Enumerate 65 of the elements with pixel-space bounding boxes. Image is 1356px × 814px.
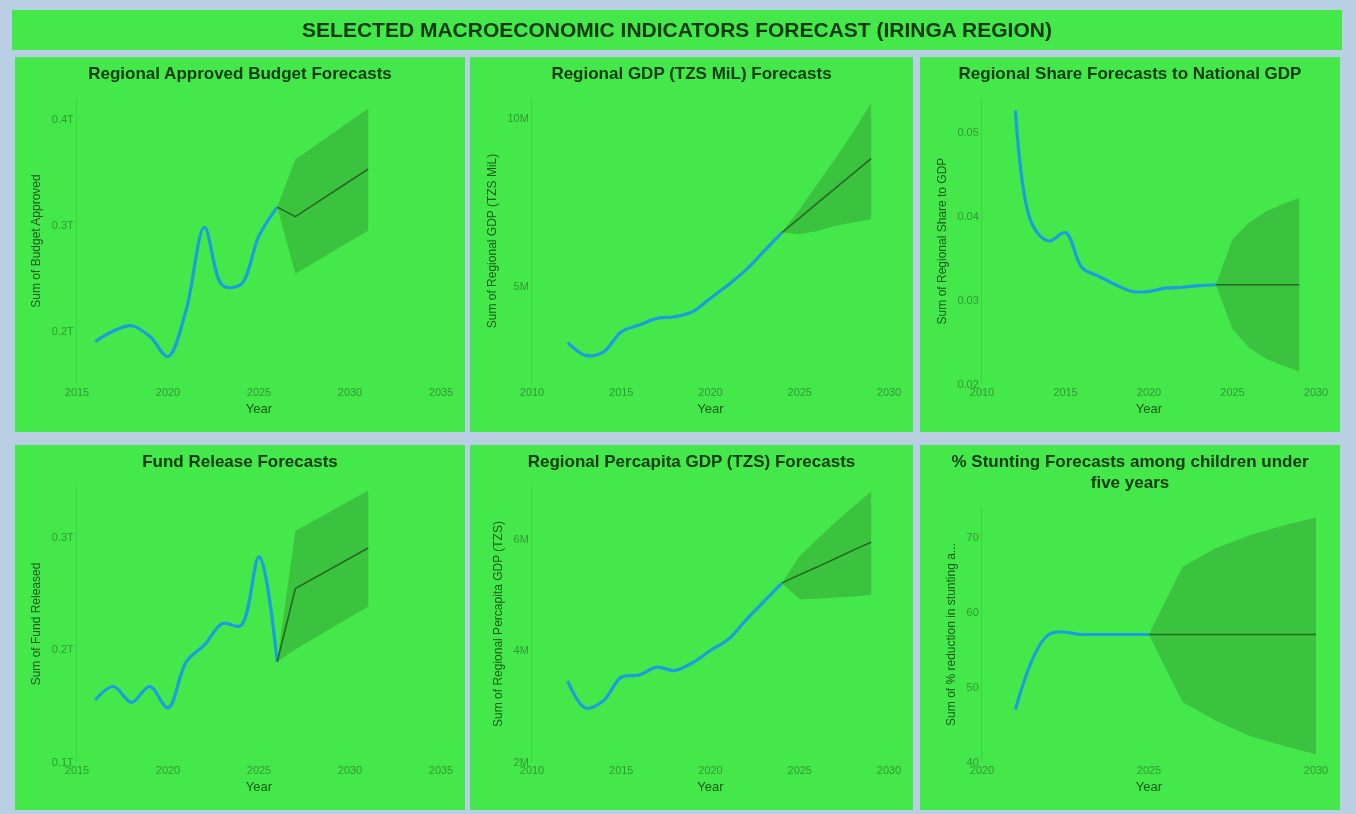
y-tick-label: 50	[966, 680, 979, 693]
y-tick-label: 0.03	[957, 293, 979, 306]
x-tick-label: 2030	[337, 764, 363, 776]
x-tick-label: 2030	[1303, 764, 1329, 776]
line-series	[1013, 109, 1218, 294]
y-axis-title: Sum of % reduction in stunting a...	[943, 543, 958, 726]
x-tick-label: 2025	[1220, 386, 1245, 398]
y-axis-title: Sum of Regional GDP (TZS MiL)	[484, 153, 499, 329]
line-series	[93, 555, 279, 710]
line-series	[93, 205, 279, 359]
chart-title: Fund Release Forecasts	[141, 451, 339, 472]
y-tick-label: 0.04	[957, 209, 979, 222]
x-axis-title: Year	[245, 778, 273, 794]
y-tick-label: 0.4T	[51, 113, 75, 126]
x-axis-title: Year	[1135, 778, 1163, 794]
y-axis-title: Sum of Fund Released	[29, 562, 44, 686]
x-axis-title: Year	[697, 778, 725, 794]
y-tick-label: 5M	[513, 280, 529, 293]
y-tick-label: 60	[966, 605, 979, 618]
x-tick-label: 2030	[876, 386, 902, 398]
x-axis-title: Year	[1135, 400, 1163, 416]
y-axis-title: Sum of Regional Percapita GDP (TZS)	[490, 521, 505, 727]
x-tick-label: 2015	[609, 386, 634, 398]
x-tick-label: 2010	[519, 386, 545, 398]
chart-title: Regional GDP (TZS MiL) Forecasts	[550, 63, 833, 84]
chart-title: Regional Approved Budget Forecasts	[87, 63, 393, 84]
text: SELECTED MACROECONOMIC INDICATORS FORECAST (IRINGA REGION)	[12, 10, 1342, 50]
y-axis-title: Sum of Regional Share to GDP	[934, 157, 949, 325]
y-tick-label: 0.2T	[51, 324, 75, 337]
y-tick-label: 0.05	[957, 125, 979, 138]
chart-title: Regional Share Forecasts to National GDP	[957, 63, 1303, 84]
x-tick-label: 2030	[337, 386, 363, 398]
x-tick-label: 2025	[1136, 764, 1162, 776]
chart-title: % Stunting Forecasts among children under five years	[950, 451, 1310, 493]
x-tick-label: 2020	[155, 386, 181, 398]
x-tick-label: 2020	[1136, 386, 1162, 398]
y-tick-label: 0.2T	[51, 643, 75, 656]
x-tick-label: 2030	[1303, 386, 1329, 398]
line-series	[781, 541, 872, 584]
y-tick-label: 70	[966, 530, 979, 543]
x-axis-title: Year	[245, 400, 273, 416]
x-tick-label: 2015	[609, 764, 634, 776]
y-tick-label: 0.3T	[51, 530, 75, 543]
y-tick-label: 0.3T	[51, 218, 75, 231]
x-tick-label: 2025	[246, 764, 272, 776]
x-axis-title: Year	[697, 400, 725, 416]
x-tick-label: 2025	[246, 386, 272, 398]
x-tick-label: 2020	[698, 764, 723, 776]
x-tick-label: 2030	[876, 764, 902, 776]
x-tick-label: 2035	[428, 764, 454, 776]
x-tick-label: 2025	[787, 386, 812, 398]
x-tick-label: 2020	[155, 764, 181, 776]
x-tick-label: 2025	[787, 764, 812, 776]
x-tick-label: 2020	[698, 386, 723, 398]
x-tick-label: 2015	[64, 386, 90, 398]
chart-title: Regional Percapita GDP (TZS) Forecasts	[526, 451, 857, 472]
line-series	[566, 230, 784, 358]
y-axis-title: Sum of Budget Approved	[29, 174, 44, 308]
x-tick-label: 2035	[428, 386, 454, 398]
y-tick-label: 4M	[513, 644, 529, 657]
x-tick-label: 2015	[1053, 386, 1078, 398]
line-series	[781, 157, 872, 234]
y-tick-label: 6M	[513, 532, 529, 545]
y-tick-label: 10M	[507, 112, 529, 125]
line-series	[566, 581, 784, 710]
